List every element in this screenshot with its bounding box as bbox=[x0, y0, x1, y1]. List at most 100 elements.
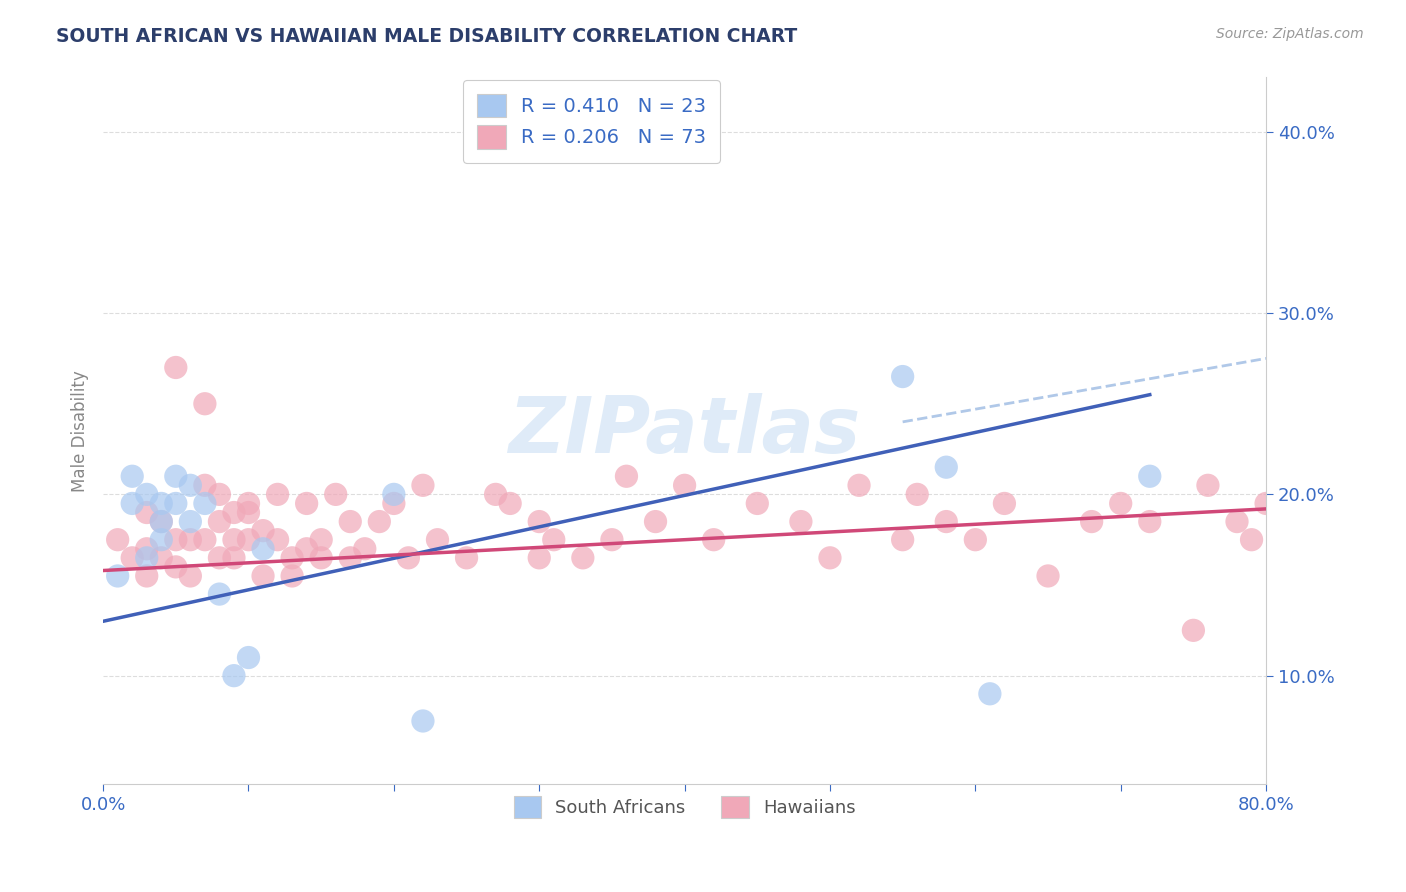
Point bbox=[1240, 533, 1263, 547]
Point bbox=[107, 569, 129, 583]
Point bbox=[238, 506, 260, 520]
Point bbox=[165, 360, 187, 375]
Point bbox=[252, 524, 274, 538]
Point bbox=[412, 714, 434, 728]
Point bbox=[339, 550, 361, 565]
Point bbox=[135, 550, 157, 565]
Point bbox=[1139, 515, 1161, 529]
Point bbox=[150, 515, 173, 529]
Text: ZIPatlas: ZIPatlas bbox=[509, 393, 860, 469]
Point bbox=[1254, 496, 1277, 510]
Point bbox=[1109, 496, 1132, 510]
Point bbox=[309, 550, 332, 565]
Point bbox=[818, 550, 841, 565]
Point bbox=[121, 550, 143, 565]
Point bbox=[222, 550, 245, 565]
Point bbox=[382, 496, 405, 510]
Point bbox=[353, 541, 375, 556]
Point bbox=[107, 533, 129, 547]
Point bbox=[499, 496, 522, 510]
Point bbox=[179, 515, 201, 529]
Point bbox=[179, 478, 201, 492]
Point bbox=[891, 533, 914, 547]
Point bbox=[485, 487, 508, 501]
Point bbox=[703, 533, 725, 547]
Point bbox=[935, 515, 957, 529]
Point bbox=[295, 541, 318, 556]
Point bbox=[179, 533, 201, 547]
Point bbox=[150, 550, 173, 565]
Point bbox=[150, 496, 173, 510]
Point bbox=[179, 569, 201, 583]
Point bbox=[529, 515, 551, 529]
Point bbox=[644, 515, 666, 529]
Point bbox=[543, 533, 565, 547]
Point bbox=[456, 550, 478, 565]
Point bbox=[135, 541, 157, 556]
Point bbox=[266, 487, 288, 501]
Point bbox=[165, 560, 187, 574]
Point bbox=[252, 541, 274, 556]
Point bbox=[194, 397, 217, 411]
Point bbox=[295, 496, 318, 510]
Point bbox=[238, 496, 260, 510]
Point bbox=[121, 496, 143, 510]
Text: Source: ZipAtlas.com: Source: ZipAtlas.com bbox=[1216, 27, 1364, 41]
Point bbox=[382, 487, 405, 501]
Point bbox=[529, 550, 551, 565]
Point bbox=[165, 533, 187, 547]
Point bbox=[339, 515, 361, 529]
Point bbox=[135, 506, 157, 520]
Point bbox=[281, 550, 304, 565]
Point bbox=[848, 478, 870, 492]
Point bbox=[135, 487, 157, 501]
Point bbox=[747, 496, 769, 510]
Point bbox=[309, 533, 332, 547]
Y-axis label: Male Disability: Male Disability bbox=[72, 370, 89, 491]
Point bbox=[965, 533, 987, 547]
Point bbox=[121, 469, 143, 483]
Point bbox=[368, 515, 391, 529]
Point bbox=[281, 569, 304, 583]
Point bbox=[135, 569, 157, 583]
Point bbox=[572, 550, 595, 565]
Point bbox=[600, 533, 623, 547]
Point bbox=[1139, 469, 1161, 483]
Point bbox=[194, 533, 217, 547]
Point bbox=[1226, 515, 1249, 529]
Point bbox=[396, 550, 419, 565]
Point bbox=[790, 515, 813, 529]
Point bbox=[208, 487, 231, 501]
Point bbox=[616, 469, 638, 483]
Point bbox=[979, 687, 1001, 701]
Point bbox=[165, 469, 187, 483]
Point bbox=[1182, 624, 1205, 638]
Point bbox=[208, 515, 231, 529]
Point bbox=[194, 478, 217, 492]
Point bbox=[266, 533, 288, 547]
Point bbox=[238, 533, 260, 547]
Legend: South Africans, Hawaiians: South Africans, Hawaiians bbox=[506, 789, 863, 825]
Text: SOUTH AFRICAN VS HAWAIIAN MALE DISABILITY CORRELATION CHART: SOUTH AFRICAN VS HAWAIIAN MALE DISABILIT… bbox=[56, 27, 797, 45]
Point bbox=[208, 550, 231, 565]
Point bbox=[426, 533, 449, 547]
Point bbox=[1080, 515, 1102, 529]
Point bbox=[325, 487, 347, 501]
Point bbox=[412, 478, 434, 492]
Point bbox=[222, 506, 245, 520]
Point bbox=[222, 668, 245, 682]
Point bbox=[165, 496, 187, 510]
Point bbox=[673, 478, 696, 492]
Point bbox=[222, 533, 245, 547]
Point bbox=[1036, 569, 1059, 583]
Point bbox=[1197, 478, 1219, 492]
Point bbox=[238, 650, 260, 665]
Point bbox=[150, 515, 173, 529]
Point bbox=[208, 587, 231, 601]
Point bbox=[935, 460, 957, 475]
Point bbox=[150, 533, 173, 547]
Point bbox=[905, 487, 928, 501]
Point bbox=[993, 496, 1015, 510]
Point bbox=[194, 496, 217, 510]
Point bbox=[252, 569, 274, 583]
